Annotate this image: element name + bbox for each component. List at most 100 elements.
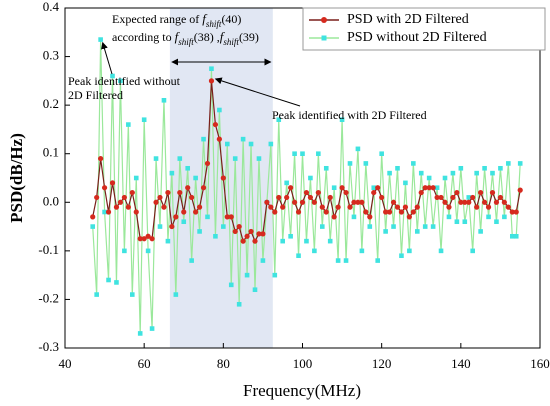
marker [94,292,99,297]
x-tick-label: 80 [217,356,230,371]
marker [493,199,500,205]
marker [224,141,230,147]
marker [291,199,298,205]
marker [501,199,507,205]
marker [181,219,187,225]
marker [513,233,519,239]
marker [165,238,171,244]
marker [193,175,198,181]
y-tick-label: 0.3 [43,48,59,63]
peak-arrow [214,77,301,107]
marker [129,189,135,196]
marker [478,189,484,196]
legend-box [302,7,546,51]
marker [351,214,357,220]
marker [173,214,179,220]
marker [228,282,234,288]
marker [276,117,282,123]
marker [303,189,310,196]
marker [343,258,349,263]
marker [193,209,199,215]
peak-arrow [101,41,113,75]
marker [213,233,218,239]
marker [470,248,476,254]
marker [252,287,258,293]
marker [102,209,107,215]
y-axis-title: PSD(dB/Hz) [7,133,26,223]
marker [268,204,274,210]
annotation-segment: shift [178,37,194,47]
marker [201,136,206,142]
marker [355,146,361,152]
marker [153,199,159,205]
marker [149,236,155,242]
marker [173,292,179,297]
annotation-segment: shift [206,19,222,29]
annotation-segment: f [202,11,208,26]
marker [216,136,222,142]
marker [228,214,234,220]
marker [133,209,139,215]
marker [359,248,365,254]
marker [497,194,504,201]
marker [264,199,270,205]
marker [288,233,293,239]
marker [335,204,341,210]
marker [486,214,491,220]
marker [450,170,456,176]
marker [359,199,365,205]
marker [319,224,325,229]
marker [319,204,325,210]
marker [106,277,111,283]
marker [232,156,238,161]
marker [367,214,373,220]
marker [284,194,290,201]
marker [90,224,96,229]
y-tick-label: 0.0 [43,193,59,208]
marker [474,204,480,210]
marker [363,161,369,166]
marker [474,170,479,176]
marker [217,107,222,113]
marker [129,292,135,297]
marker [323,209,329,215]
marker [121,194,127,201]
marker [200,185,207,191]
x-tick-label: 100 [293,356,313,371]
marker [256,231,262,237]
marker [204,160,211,167]
marker [153,156,159,161]
marker [323,165,329,171]
marker [260,231,266,237]
marker [133,175,139,181]
marker [386,209,393,215]
x-tick-label: 60 [138,356,151,371]
marker [454,189,460,196]
marker [312,248,317,254]
marker [442,175,448,181]
marker [339,185,345,191]
marker [141,117,147,123]
marker [446,204,452,210]
range-annotation: Expected range of fshift(40) [112,11,241,29]
peak-annotation: Peak identified without [68,74,181,88]
marker [212,121,219,128]
marker [367,224,373,229]
marker [316,151,321,157]
marker [252,238,258,244]
marker [390,199,397,205]
marker [517,161,523,166]
marker [105,209,112,215]
marker [494,219,499,225]
marker [379,194,385,201]
marker [280,204,286,210]
marker [149,326,155,331]
marker [517,187,523,193]
marker [438,194,444,201]
marker [446,214,452,220]
marker [458,165,464,171]
marker [438,248,444,254]
marker [109,180,116,186]
marker [371,185,377,191]
marker [450,194,456,201]
